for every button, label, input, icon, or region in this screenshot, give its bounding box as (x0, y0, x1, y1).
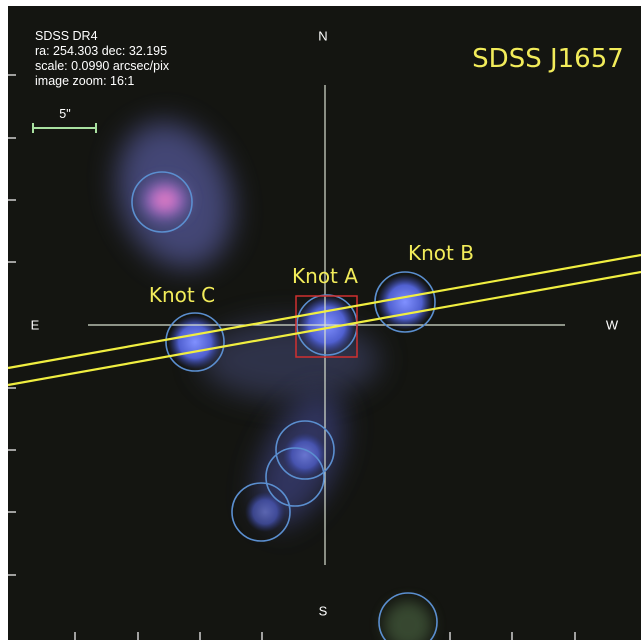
compass-north: N (318, 28, 327, 43)
apertures (131, 171, 438, 640)
pixel-scale: scale: 0.0990 arcsec/pix (35, 59, 170, 73)
compass-south: S (319, 603, 328, 618)
knot-label: Knot B (408, 241, 474, 265)
knot-label: Knot A (292, 264, 358, 288)
edge-ticks (8, 74, 576, 640)
compass-east: E (31, 317, 40, 332)
coordinates: ra: 254.303 dec: 32.195 (35, 44, 167, 58)
knot-label: Knot C (149, 283, 215, 307)
compass-west: W (606, 317, 619, 332)
scale-bar-label: 5" (59, 107, 70, 121)
survey: SDSS DR4 (35, 29, 98, 43)
crosshair (88, 85, 565, 565)
target-box (295, 295, 358, 358)
slit (7, 253, 641, 387)
object-name: SDSS J1657 (472, 44, 624, 74)
zoom: image zoom: 16:1 (35, 74, 134, 88)
